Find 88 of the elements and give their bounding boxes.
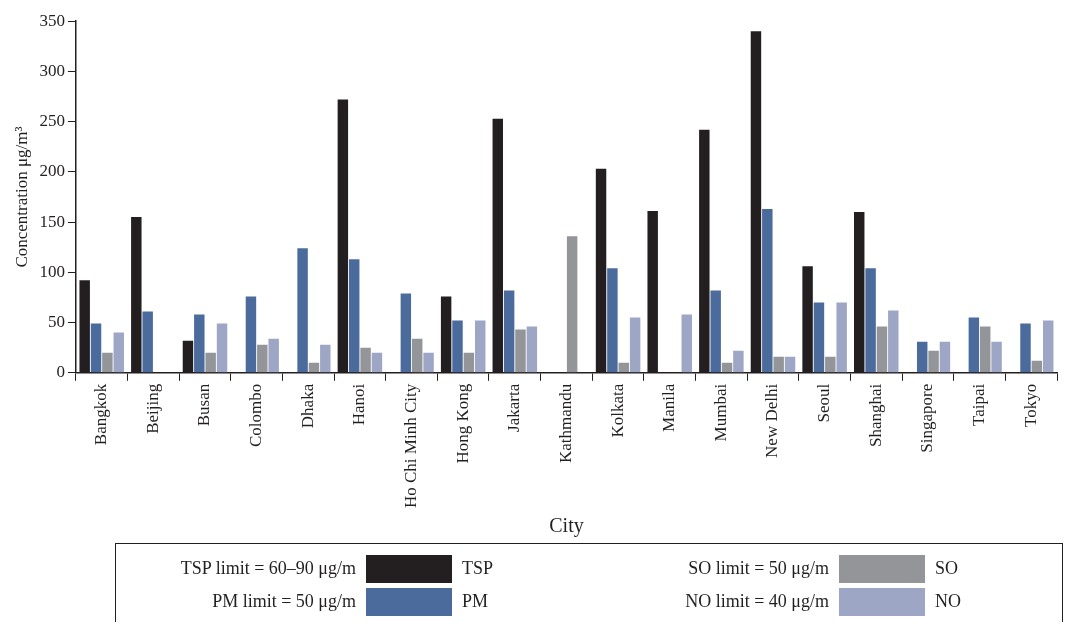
text: TSP limit = 60–90 μg/m [179, 558, 357, 579]
y-tick-label: 300 [39, 60, 65, 80]
bar [773, 356, 784, 373]
bar [245, 296, 257, 373]
bar [526, 326, 538, 373]
bar [825, 356, 836, 373]
bar [1031, 360, 1043, 373]
bar [194, 314, 205, 373]
bar [733, 350, 744, 373]
bar [474, 320, 486, 373]
legend-label: PM [461, 591, 489, 612]
bar [205, 352, 216, 373]
bar [142, 311, 153, 373]
x-tick-label: Dhaka [297, 383, 317, 429]
text: NO limit = 40 μg/m [684, 591, 830, 612]
bar [836, 302, 847, 373]
legend-label: TSP [461, 558, 494, 579]
x-tick-label: Taipai [969, 383, 989, 427]
bar [917, 341, 928, 373]
bar [297, 248, 308, 373]
bar [371, 352, 383, 373]
bar [411, 338, 423, 373]
bar [865, 268, 876, 373]
x-tick-label: Jakarta [504, 383, 524, 432]
bar [813, 302, 825, 373]
bar [968, 317, 980, 373]
bar [268, 338, 279, 373]
x-tick-label: Shanghai [865, 383, 885, 448]
bar [308, 362, 320, 373]
bar [452, 320, 463, 373]
bar [876, 326, 888, 373]
bar [618, 362, 629, 373]
bar [888, 310, 899, 373]
y-tick-label: 0 [56, 362, 65, 382]
bar [515, 329, 526, 373]
x-tick-label: Manila [659, 383, 679, 432]
bar [102, 352, 113, 373]
bar [423, 352, 434, 373]
x-axis-title: City [549, 514, 584, 538]
bar [1043, 320, 1054, 373]
x-tick-label: Colombo [246, 383, 266, 448]
bar [503, 290, 515, 373]
x-tick-label: Singapore [917, 383, 937, 453]
bar [762, 209, 773, 373]
bar [257, 344, 268, 373]
bar [721, 362, 733, 373]
legend-label: NO [934, 591, 961, 612]
bar [980, 326, 991, 373]
x-tick-label: Hanoi [349, 383, 369, 426]
y-tick-label: 50 [47, 312, 65, 332]
x-tick-label: Beijing [142, 383, 162, 434]
text: SO limit = 50 μg/m [687, 558, 830, 579]
bar [349, 259, 360, 373]
y-tick-label: 150 [39, 211, 65, 231]
bar [784, 356, 796, 373]
bar [928, 350, 939, 373]
x-tick-label: Tokyo [1020, 383, 1040, 427]
bar [939, 341, 951, 373]
bar [629, 317, 641, 373]
x-tick-label: Ho Chi Minh City [401, 383, 421, 509]
bar [566, 236, 578, 373]
x-tick-label: New Delhi [762, 383, 782, 458]
text: PM limit = 50 μg/m [211, 591, 357, 612]
x-tick-label: Busan [194, 383, 214, 427]
y-tick-label: 250 [39, 111, 65, 131]
bar [90, 323, 102, 373]
bar [681, 314, 692, 373]
bar [360, 347, 371, 373]
bar [1020, 323, 1031, 373]
y-tick-label: 100 [39, 261, 65, 281]
bar [320, 344, 331, 373]
y-axis-title: Concentration μg/m³ [11, 126, 31, 268]
bar [607, 268, 618, 373]
y-tick-label: 200 [39, 161, 65, 181]
bar [710, 290, 721, 373]
bar [463, 352, 475, 373]
y-tick-label: 350 [39, 10, 65, 30]
bar [113, 332, 124, 373]
x-tick-label: Hong Kong [452, 383, 472, 464]
x-tick-label: Kolkata [607, 383, 627, 438]
x-tick-label: Mumbai [710, 383, 730, 442]
bar [400, 293, 412, 373]
bar [216, 323, 228, 373]
x-tick-label: Bangkok [91, 383, 111, 446]
x-tick-label: Kathmandu [555, 383, 575, 464]
legend-label: SO [934, 558, 959, 579]
x-tick-label: Seoul [814, 383, 834, 423]
bar [991, 341, 1002, 373]
